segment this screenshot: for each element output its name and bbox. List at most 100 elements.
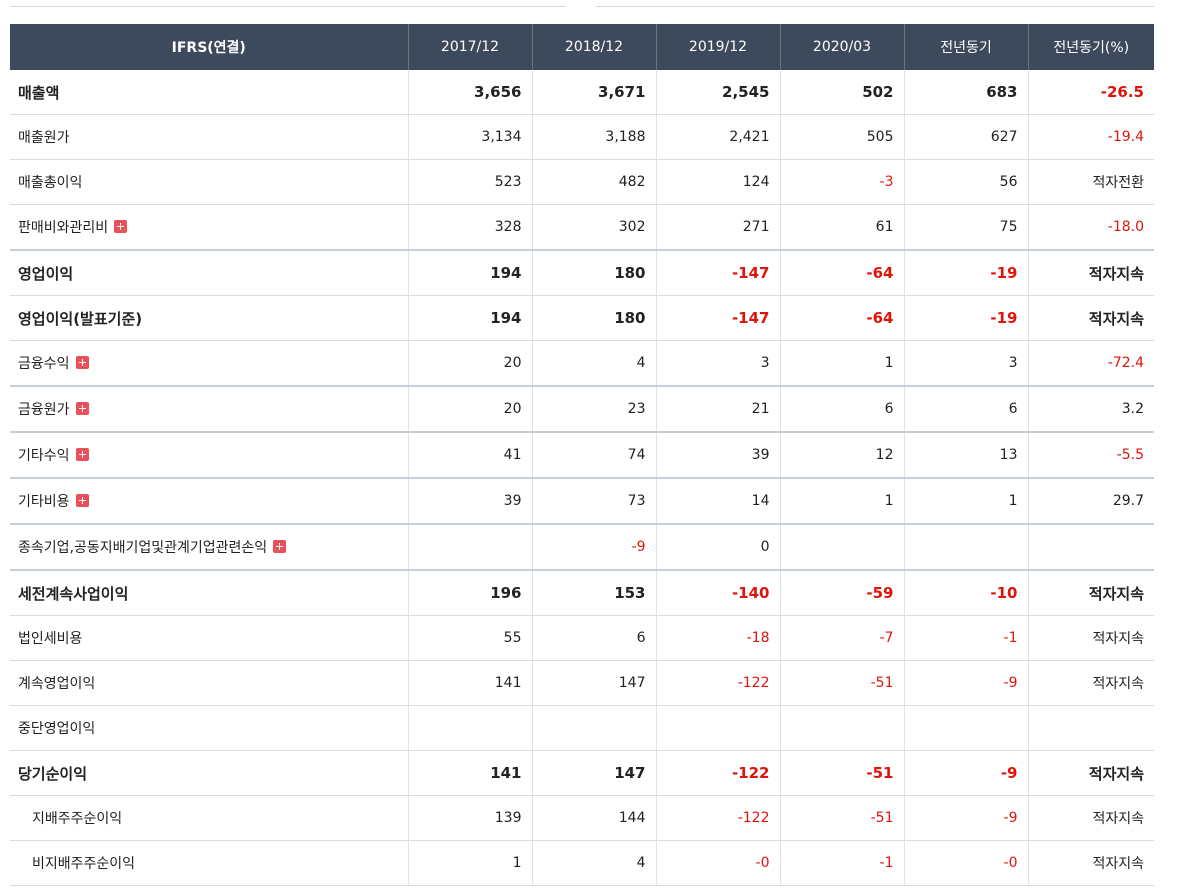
row-label: 기타수익	[18, 448, 70, 464]
value-cell: 12	[779, 432, 904, 479]
value-cell: 73	[531, 478, 656, 525]
value-cell	[779, 705, 904, 751]
value-cell: 147	[531, 750, 656, 796]
value-cell: 523	[407, 159, 532, 205]
row-label-cell: 법인세비용	[10, 615, 408, 661]
value-cell: -1	[903, 615, 1028, 661]
table-row: 비지배주주순이익 1 4 -0 -1 -0 적자지속	[10, 840, 1154, 886]
value-cell: -72.4	[1027, 340, 1154, 387]
value-cell: -19.4	[1027, 114, 1154, 160]
value-cell: 194	[407, 295, 532, 341]
value-cell	[903, 705, 1028, 751]
row-label-cell: 기타비용	[10, 478, 408, 525]
value-cell: 2,421	[655, 114, 780, 160]
value-cell: 180	[531, 250, 656, 296]
row-label-cell: 세전계속사업이익	[10, 570, 408, 616]
value-cell: 141	[407, 660, 532, 706]
row-label-cell: 당기순이익	[10, 750, 408, 796]
header-row: IFRS(연결) 2017/12 2018/12 2019/12 2020/03…	[10, 24, 1154, 70]
value-cell: -9	[903, 750, 1028, 796]
value-cell: 적자지속	[1027, 615, 1154, 661]
value-cell: 20	[407, 340, 532, 387]
value-cell: 39	[407, 478, 532, 525]
row-label-cell: 영업이익	[10, 250, 408, 296]
value-cell: 194	[407, 250, 532, 296]
expand-plus-icon[interactable]	[75, 356, 89, 369]
value-cell: 6	[903, 386, 1028, 433]
expand-plus-icon[interactable]	[114, 220, 128, 233]
value-cell: 139	[407, 795, 532, 841]
value-cell: 적자지속	[1027, 840, 1154, 886]
value-cell: 627	[903, 114, 1028, 160]
row-label-cell: 금융수익	[10, 340, 408, 387]
value-cell: -10	[903, 570, 1028, 616]
value-cell: -19	[903, 295, 1028, 341]
value-cell: 6	[779, 386, 904, 433]
value-cell: 180	[531, 295, 656, 341]
value-cell: 적자지속	[1027, 795, 1154, 841]
value-cell: 13	[903, 432, 1028, 479]
row-label-cell: 비지배주주순이익	[10, 840, 408, 886]
table-row: 지배주주순이익 139 144 -122 -51 -9 적자지속	[10, 795, 1154, 841]
expand-plus-icon[interactable]	[75, 494, 89, 507]
header-label: IFRS(연결)	[10, 24, 408, 70]
table-row: 금융원가 20 23 21 6 6 3.2	[10, 386, 1154, 433]
value-cell: -0	[903, 840, 1028, 886]
table-row: 영업이익(발표기준) 194 180 -147 -64 -19 적자지속	[10, 295, 1154, 341]
expand-plus-icon[interactable]	[75, 448, 89, 461]
header-col-2019-12: 2019/12	[655, 24, 780, 70]
value-cell: 502	[779, 70, 904, 115]
value-cell: 3,134	[407, 114, 532, 160]
row-label: 매출총이익	[18, 175, 83, 191]
value-cell: 196	[407, 570, 532, 616]
row-label: 비지배주주순이익	[32, 856, 136, 872]
value-cell: -51	[779, 660, 904, 706]
row-label-cell: 영업이익(발표기준)	[10, 295, 408, 341]
table-row: 기타비용 39 73 14 1 1 29.7	[10, 478, 1154, 525]
table-row: 종속기업,공동지배기업및관계기업관련손익 -9 0	[10, 524, 1154, 571]
row-label: 지배주주순이익	[32, 811, 123, 827]
row-label: 금융원가	[18, 402, 70, 418]
value-cell: 328	[407, 204, 532, 251]
table-row: 매출총이익 523 482 124 -3 56 적자전환	[10, 159, 1154, 205]
row-label: 매출원가	[18, 130, 70, 146]
row-label-cell: 금융원가	[10, 386, 408, 433]
row-label-cell: 기타수익	[10, 432, 408, 479]
row-label: 영업이익(발표기준)	[18, 309, 143, 328]
value-cell: 482	[531, 159, 656, 205]
value-cell: -18	[655, 615, 780, 661]
expand-plus-icon[interactable]	[273, 540, 287, 553]
row-label-cell: 계속영업이익	[10, 660, 408, 706]
value-cell: -19	[903, 250, 1028, 296]
row-label: 당기순이익	[18, 764, 88, 783]
value-cell	[531, 705, 656, 751]
value-cell: 302	[531, 204, 656, 251]
value-cell: 3	[655, 340, 780, 387]
top-divider-left	[10, 6, 566, 7]
row-label: 매출액	[18, 83, 60, 102]
table-row: 세전계속사업이익 196 153 -140 -59 -10 적자지속	[10, 570, 1154, 616]
table-row: 당기순이익 141 147 -122 -51 -9 적자지속	[10, 750, 1154, 796]
value-cell	[407, 524, 532, 571]
table-row: 판매비와관리비 328 302 271 61 75 -18.0	[10, 204, 1154, 251]
value-cell: 75	[903, 204, 1028, 251]
value-cell: 3,671	[531, 70, 656, 115]
value-cell: 61	[779, 204, 904, 251]
value-cell: 2,545	[655, 70, 780, 115]
value-cell: 1	[779, 478, 904, 525]
value-cell: 3	[903, 340, 1028, 387]
value-cell: 39	[655, 432, 780, 479]
row-label: 판매비와관리비	[18, 220, 109, 236]
value-cell: 적자지속	[1027, 250, 1154, 296]
value-cell: -51	[779, 750, 904, 796]
row-label: 기타비용	[18, 494, 70, 510]
table-row: 매출액 3,656 3,671 2,545 502 683 -26.5	[10, 70, 1154, 115]
value-cell: -26.5	[1027, 70, 1154, 115]
value-cell: 505	[779, 114, 904, 160]
value-cell: 683	[903, 70, 1028, 115]
expand-plus-icon[interactable]	[75, 402, 89, 415]
value-cell: -7	[779, 615, 904, 661]
row-label: 금융수익	[18, 356, 70, 372]
value-cell: -9	[903, 660, 1028, 706]
value-cell: 144	[531, 795, 656, 841]
